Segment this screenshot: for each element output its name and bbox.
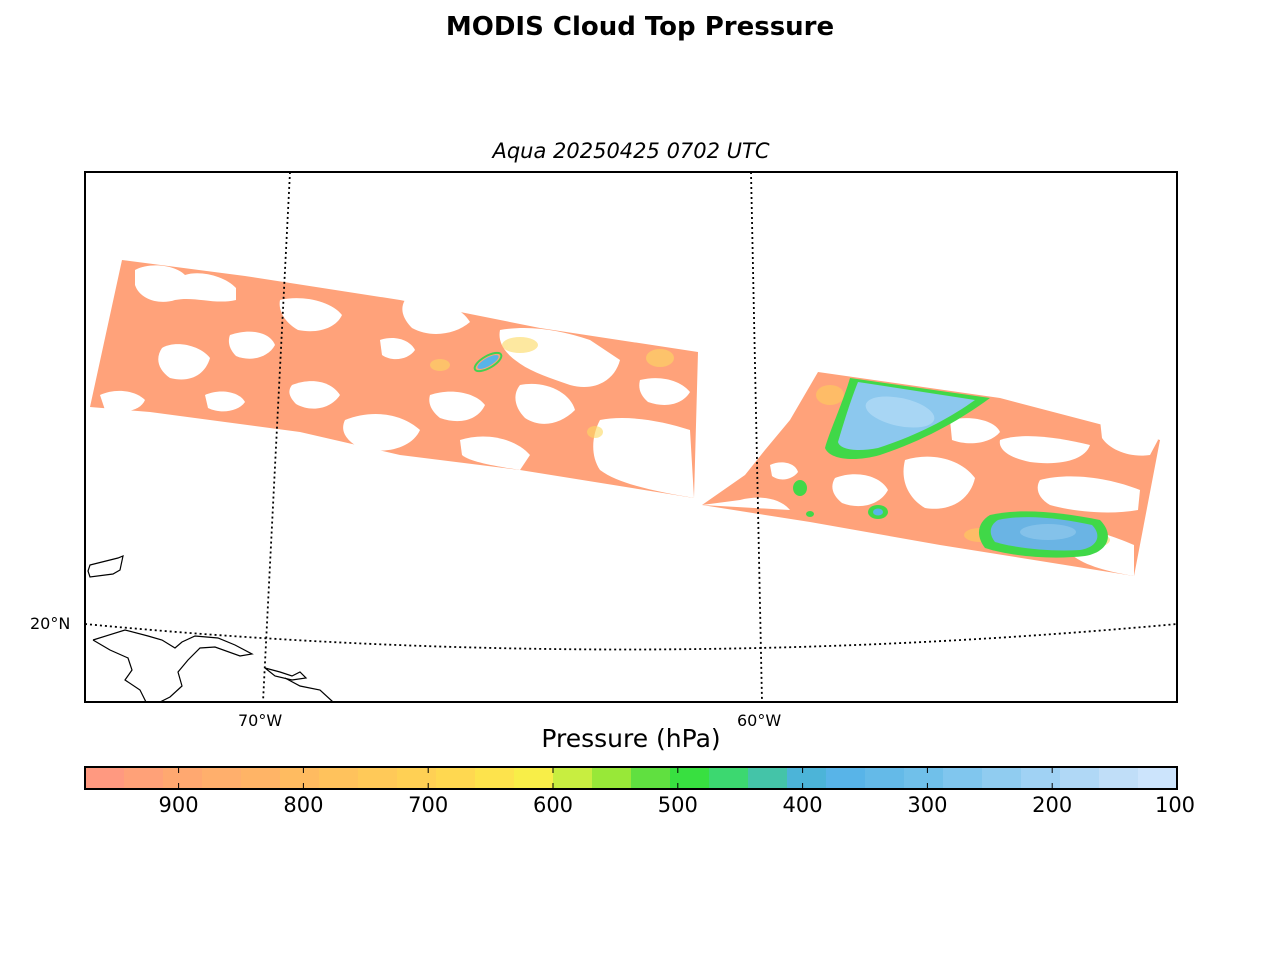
lon-label-60w: 60°W <box>737 711 782 730</box>
colorbar-swatch <box>748 767 788 789</box>
colorbar-swatch <box>514 767 554 789</box>
map-frame <box>84 171 1178 703</box>
colorbar-swatch <box>397 767 437 789</box>
colorbar-swatch <box>436 767 476 789</box>
lon-label-70w: 70°W <box>238 711 283 730</box>
colorbar-swatch <box>241 767 281 789</box>
colorbar-swatch <box>280 767 320 789</box>
colorbar-tick-label: 500 <box>657 793 698 817</box>
colorbar-swatch <box>787 767 827 789</box>
colorbar-swatch <box>553 767 593 789</box>
colorbar-swatch <box>163 767 203 789</box>
colorbar-swatch <box>124 767 164 789</box>
colorbar-swatch <box>1021 767 1061 789</box>
colorbar-swatch <box>358 767 398 789</box>
colorbar-swatch <box>202 767 242 789</box>
chart-subtitle: Aqua 20250425 0702 UTC <box>492 139 770 163</box>
colorbar-tick-label: 200 <box>1032 793 1073 817</box>
lat-label-20n: 20°N <box>30 614 71 633</box>
colorbar-tick-label: 100 <box>1154 793 1196 817</box>
colorbar-swatch <box>826 767 866 789</box>
colorbar-tick-label: 700 <box>408 793 449 817</box>
chart-title: MODIS Cloud Top Pressure <box>445 12 835 42</box>
colorbar-swatch <box>982 767 1022 789</box>
colorbar-swatch <box>865 767 905 789</box>
graticule <box>85 172 1177 702</box>
coastlines <box>87 555 334 702</box>
colorbar-swatch <box>592 767 632 789</box>
colorbar-swatch <box>1099 767 1139 789</box>
map-area <box>85 172 1177 702</box>
colorbar-swatch <box>670 767 710 789</box>
colorbar-tick-label: 400 <box>782 793 823 817</box>
colorbar-tick-label: 300 <box>907 793 948 817</box>
colorbar-swatch <box>709 767 749 789</box>
colorbar-swatch <box>319 767 359 789</box>
colorbar-swatch <box>85 767 125 789</box>
colorbar-frame <box>84 766 1178 790</box>
colorbar-swatch <box>631 767 671 789</box>
colorbar-tick-label: 800 <box>283 793 324 817</box>
colorbar-swatch <box>475 767 515 789</box>
colorbar-swatch <box>1138 767 1178 789</box>
colorbar-swatch <box>943 767 983 789</box>
colorbar-swatch <box>904 767 944 789</box>
colorbar-tick-label: 600 <box>532 793 574 817</box>
colorbar-tick-label: 900 <box>158 793 199 817</box>
east-swath <box>702 372 1160 576</box>
colorbar-label: Pressure (hPa) <box>541 724 721 753</box>
colorbar <box>84 766 1178 790</box>
colorbar-swatch <box>1060 767 1100 789</box>
west-swath <box>90 260 698 498</box>
